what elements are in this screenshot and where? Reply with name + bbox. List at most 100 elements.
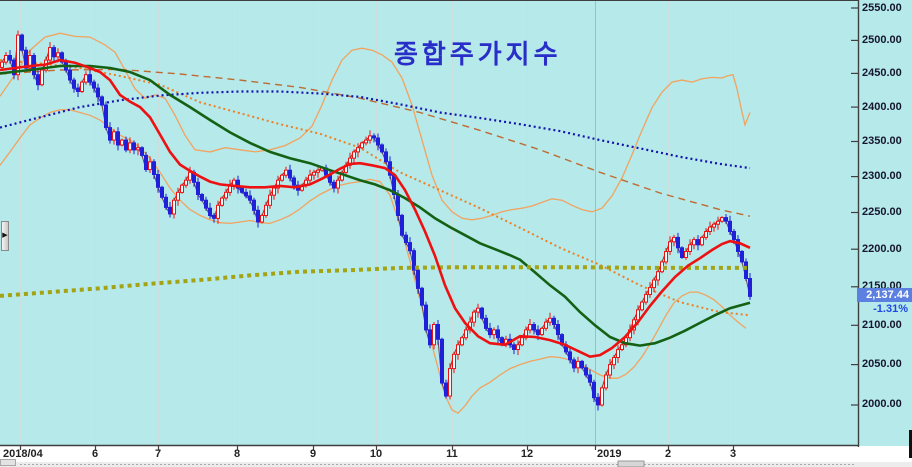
candle-down [104, 104, 108, 129]
candle-down [60, 52, 64, 63]
candle-up [188, 171, 192, 181]
overlay-ma_green [0, 64, 751, 347]
overlay-ma_orange_dotted [0, 59, 751, 317]
x-axis-label: 2 [664, 448, 672, 460]
candle-down [676, 236, 680, 249]
candle-down [332, 181, 336, 189]
candle-up [516, 344, 520, 350]
candle-down [420, 287, 424, 306]
candle-down [416, 269, 420, 289]
candle-up [716, 220, 720, 225]
candle-up [456, 344, 460, 355]
x-axis-label: 7 [154, 448, 162, 460]
candle-up [360, 142, 364, 149]
candle-up [4, 55, 8, 63]
plot-background [0, 0, 912, 446]
candle-down [196, 181, 200, 196]
candle-up [604, 374, 608, 389]
y-axis-label: 2100.00 [862, 319, 902, 331]
candle-down [76, 87, 80, 92]
y-axis-label: 2450.00 [862, 67, 902, 79]
candle-up [40, 69, 44, 86]
x-axis-label: 12 [520, 448, 534, 460]
candle-up [28, 55, 32, 69]
candle-down [144, 154, 148, 170]
candle-up [656, 271, 660, 281]
current-price-badge: 2,137.44 [857, 288, 912, 302]
candle-up [84, 74, 88, 83]
candle-up [652, 279, 656, 289]
candle-down [100, 96, 104, 106]
candle-down [428, 329, 432, 346]
candle-down [400, 214, 404, 236]
y-axis-label: 2250.00 [862, 206, 902, 218]
horizontal-scrollbar[interactable] [20, 460, 855, 467]
candle-down [96, 87, 100, 98]
candle-up [684, 251, 688, 258]
x-axis-label: 3 [729, 448, 737, 460]
candle-up [128, 142, 132, 151]
candle-down [208, 207, 212, 216]
candle-down [288, 169, 292, 179]
candle-up [528, 324, 532, 331]
candle-up [148, 161, 152, 171]
candle-down [436, 324, 440, 340]
y-axis-label: 2150.00 [862, 280, 902, 292]
candle-up [336, 179, 340, 189]
scrollbar-thumb[interactable] [617, 460, 645, 467]
candle-up [464, 329, 468, 339]
candle-up [644, 293, 648, 303]
candle-down [424, 304, 428, 331]
overlay-ma_red [0, 58, 751, 359]
candle-up [720, 217, 724, 222]
candle-up [608, 364, 612, 376]
candle-up [268, 194, 272, 206]
overlay-bollinger_upper [0, 32, 751, 221]
candle-up [612, 357, 616, 366]
y-axis-label: 2000.00 [862, 398, 902, 410]
candle-up [616, 349, 620, 359]
y-axis-label: 2350.00 [862, 135, 902, 147]
candle-down [384, 151, 388, 163]
candle-up [712, 223, 716, 228]
candle-up [636, 309, 640, 321]
scrollbar-corner-box[interactable] [0, 459, 16, 466]
y-axis-label: 2200.00 [862, 243, 902, 255]
candle-down [584, 367, 588, 376]
x-axis-label: 10 [369, 448, 383, 460]
overlay-ma_blue_dotted [0, 90, 751, 170]
candle-down [132, 142, 136, 151]
candle-down [160, 186, 164, 198]
x-axis-label: 2018/04 [3, 448, 43, 460]
candle-up [172, 199, 176, 215]
x-axis-label: 8 [233, 448, 241, 460]
candle-up [0, 61, 4, 68]
candle-down [168, 206, 172, 215]
expand-panel-button[interactable]: ▶ [1, 221, 9, 251]
candle-down [744, 261, 748, 279]
candle-down [588, 374, 592, 383]
x-axis-label: 2019 [597, 448, 622, 460]
candle-up [276, 179, 280, 189]
candle-down [256, 209, 260, 223]
candle-up [308, 174, 312, 181]
candle-down [72, 79, 76, 89]
candle-down [156, 174, 160, 188]
candle-down [108, 127, 112, 141]
candle-down [200, 194, 204, 201]
candle-down [732, 231, 736, 241]
candle-down [536, 329, 540, 336]
candle-down [88, 74, 92, 83]
candle-up [364, 139, 368, 144]
candle-down [440, 338, 444, 384]
candle-up [56, 52, 60, 58]
candle-up [316, 169, 320, 173]
candle-down [556, 324, 560, 336]
candle-up [448, 368, 452, 397]
overlay-bollinger_lower [0, 109, 747, 415]
candle-down [388, 161, 392, 176]
candle-down [372, 135, 376, 139]
candle-up [476, 307, 480, 313]
candle-down [36, 74, 40, 86]
candle-up [220, 197, 224, 206]
